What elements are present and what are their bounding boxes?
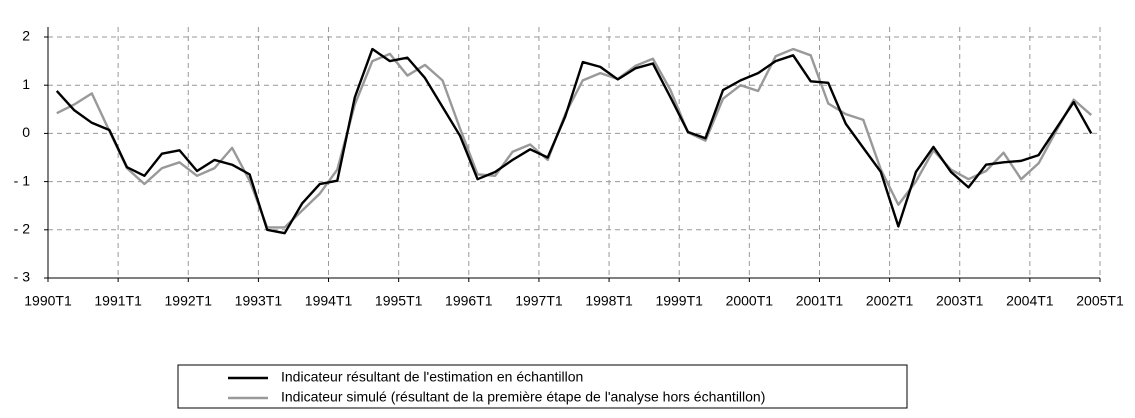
x-tick-label: 1999T1 <box>655 293 703 309</box>
x-tick-label: 1991T1 <box>94 293 142 309</box>
y-tick-label: - 1 <box>14 172 31 188</box>
series-line <box>56 47 1093 229</box>
y-tick-label: 1 <box>22 76 30 92</box>
x-tick-label: 2000T1 <box>726 293 774 309</box>
x-tick-label: 2005T1 <box>1076 293 1124 309</box>
x-tick-label: 1993T1 <box>235 293 283 309</box>
x-tick-label: 2003T1 <box>936 293 984 309</box>
y-tick-label: 0 <box>22 124 30 140</box>
series-line <box>55 47 1093 235</box>
x-tick-label: 2004T1 <box>1006 293 1054 309</box>
x-tick-label: 1998T1 <box>585 293 633 309</box>
legend-box <box>177 364 908 409</box>
x-tick-label: 1996T1 <box>445 293 493 309</box>
legend-label: Indicateur résultant de l'estimation en … <box>281 369 583 385</box>
y-tick-label: - 2 <box>14 221 31 237</box>
x-tick-label: 1992T1 <box>165 293 213 309</box>
x-tick-label: 1990T1 <box>24 293 72 309</box>
y-tick-label: - 3 <box>14 269 31 285</box>
x-tick-label: 2002T1 <box>866 293 914 309</box>
x-tick-label: 1995T1 <box>375 293 423 309</box>
x-tick-label: 2001T1 <box>796 293 844 309</box>
y-tick-label: 2 <box>22 28 30 44</box>
x-tick-label: 1994T1 <box>305 293 353 309</box>
legend-label: Indicateur simulé (résultant de la premi… <box>281 389 765 405</box>
x-tick-label: 1997T1 <box>515 293 563 309</box>
